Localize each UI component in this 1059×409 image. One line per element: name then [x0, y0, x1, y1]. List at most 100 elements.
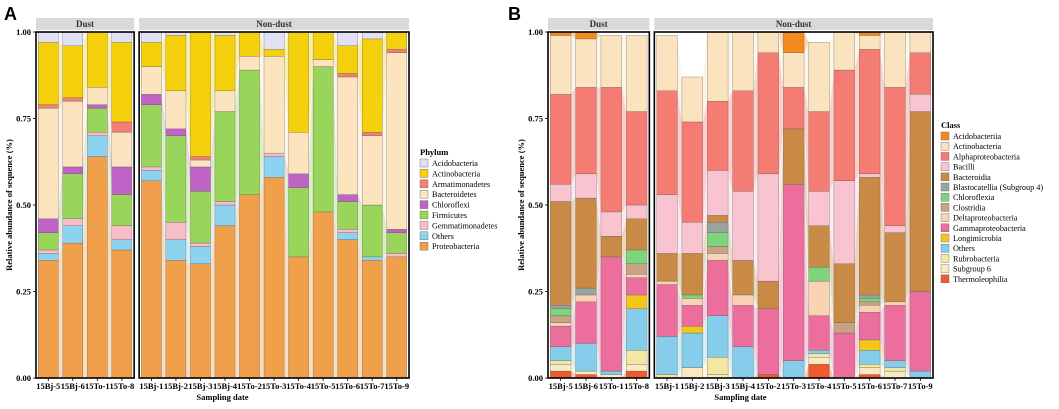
segment-deltaproteobacteria	[550, 322, 572, 327]
legend-swatch	[940, 264, 950, 273]
x-tick-label: 15Bj-2	[680, 381, 704, 391]
band-actinobacteria	[333, 32, 338, 74]
segment-rubrobacteria	[550, 360, 572, 365]
band-firmicutes	[333, 66, 338, 230]
y-tick-label: 0.75	[16, 114, 31, 124]
legend-item-actinobacteria: Actinobacteria	[940, 141, 1002, 151]
band-actinobacteria	[702, 32, 708, 122]
segment-proteobacteria	[190, 263, 211, 379]
band-deltaproteobacteria	[571, 294, 576, 327]
bar-15bj-3	[707, 31, 729, 379]
segment-actinobacteria	[600, 35, 622, 88]
segment-blastocatellia-subgroup-4	[550, 305, 572, 309]
segment-others	[859, 350, 881, 365]
segment-bacteroidetes	[337, 76, 358, 195]
band-actinobacteria	[854, 32, 860, 71]
segment-alphaproteobacteria	[859, 49, 881, 175]
facet-strip-label: Dust	[590, 19, 608, 29]
band-proteobacteria	[333, 211, 338, 378]
band-gemmatimonadetes	[210, 201, 215, 247]
segment-bacilli	[808, 191, 830, 226]
band-chloroflexi	[210, 111, 215, 192]
band-bacteroidia	[702, 215, 708, 295]
segment-subgroup-6	[626, 364, 648, 372]
band-chloroflexia	[829, 267, 834, 323]
segment-firmicutes	[165, 135, 187, 223]
x-tick-label: 15Bj-1	[139, 381, 163, 391]
band-chloroflexia	[854, 298, 860, 323]
y-axis-title: Relative abundance of sequence (%)	[4, 139, 14, 271]
band-others	[357, 232, 363, 261]
band-longimicrobia	[854, 339, 860, 378]
band-deltaproteobacteria	[854, 305, 860, 334]
segment-proteobacteria	[288, 256, 309, 379]
segment-rubrobacteria	[884, 367, 906, 372]
segment-deltaproteobacteria	[859, 305, 881, 313]
band-rubrobacteria	[677, 367, 682, 378]
segment-bacilli	[707, 170, 729, 216]
segment-actinobacteria	[909, 31, 931, 53]
band-gammaproteobacteria	[854, 312, 860, 378]
band-blastocatellia-subgroup-4	[596, 256, 601, 295]
segment-proteobacteria	[87, 156, 108, 379]
segment-gemmatimonadetes	[386, 253, 407, 258]
band-bacteroidetes	[308, 59, 314, 174]
segment-actinobacteria	[575, 38, 597, 88]
segment-gemmatimonadetes	[214, 201, 236, 206]
y-tick-label: 0.75	[528, 114, 543, 124]
band-subgroup-6	[702, 367, 708, 378]
legend-label: Longimicrobia	[953, 234, 1002, 243]
y-tick-label: 0.00	[16, 373, 31, 383]
facet-strip	[139, 18, 409, 30]
segment-deltaproteobacteria	[808, 280, 830, 316]
segment-thermoleophilia	[626, 370, 648, 379]
band-gammaproteobacteria	[571, 301, 576, 347]
segment-firmicutes	[111, 194, 133, 226]
band-actinobacteria	[880, 32, 885, 88]
y-tick-label: 1.00	[528, 27, 543, 37]
segment-subgroup-6	[575, 370, 597, 375]
legend-swatch	[419, 189, 429, 199]
band-bacilli	[804, 128, 809, 226]
y-axis-title: Relative abundance of sequence (%)	[516, 139, 526, 271]
x-tick-label: 15To-5	[311, 381, 336, 391]
y-tick-label: 1.00	[16, 27, 31, 37]
band-actinobacteria	[235, 32, 240, 91]
segment-bacilli	[575, 173, 597, 199]
band-bacteroidia	[596, 198, 601, 289]
band-blastocatellia-subgroup-4	[854, 294, 860, 323]
band-actinobacteria	[829, 32, 834, 112]
band-proteobacteria	[82, 156, 88, 378]
band-thermoleophilia	[778, 374, 784, 378]
segment-bacteroidetes	[165, 90, 187, 130]
band-proteobacteria	[382, 256, 387, 378]
band-subgroup-6	[905, 371, 910, 378]
band-chloroflexia	[880, 298, 885, 302]
band-alphaproteobacteria	[854, 49, 860, 181]
segment-actinobacteria	[757, 31, 779, 53]
band-acidobacteria	[161, 32, 166, 43]
legend-swatch	[419, 221, 429, 230]
bar-15to-2	[757, 31, 779, 379]
band-proteobacteria	[235, 194, 240, 378]
band-alphaproteobacteria	[677, 90, 682, 223]
segment-bacilli	[550, 184, 572, 202]
segment-bacteroidetes	[263, 56, 285, 154]
band-gammaproteobacteria	[596, 256, 601, 372]
band-armatimonadetes	[357, 73, 363, 136]
x-tick-label: 15Bj-5	[549, 381, 573, 391]
band-rubrobacteria	[571, 360, 576, 372]
band-acidobacteriia	[804, 32, 809, 53]
segment-proteobacteria	[312, 211, 334, 379]
band-gemmatimonadetes	[107, 132, 112, 240]
band-clostridia	[880, 301, 885, 306]
segment-actinobacteria	[141, 42, 162, 67]
segment-alphaproteobacteria	[909, 52, 931, 95]
band-others	[107, 135, 112, 250]
segment-others	[141, 170, 162, 181]
band-bacteroidetes	[284, 56, 289, 174]
band-acidobacteria	[107, 32, 112, 43]
band-firmicutes	[210, 111, 215, 244]
legend-item-firmicutes: Firmicutes	[419, 210, 467, 220]
